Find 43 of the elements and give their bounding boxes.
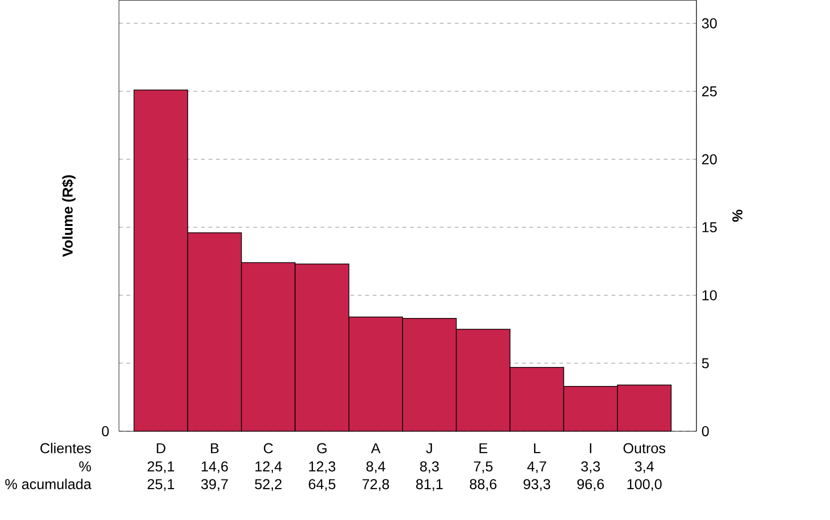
data-label: 8,3 [420, 461, 439, 474]
y2-tick-label: 5 [702, 358, 709, 368]
y2-tick-label: 25 [702, 86, 717, 96]
y2-axis-title: % [732, 210, 742, 222]
y2-tick-label: 20 [702, 154, 717, 164]
data-label: 12,4 [255, 461, 282, 474]
x-tick-label: G [317, 443, 326, 454]
x-tick-label: B [210, 443, 219, 454]
data-label: 3,3 [581, 461, 600, 474]
text: 93,3 [524, 479, 550, 491]
text: 81,1 [416, 479, 443, 491]
text: % acumulada [5, 478, 92, 490]
data-label: 12,3 [309, 461, 336, 474]
text: 88,6 [470, 479, 496, 491]
y-axis-title: Volume (R$) [62, 175, 76, 257]
x-tick-label: I [590, 443, 592, 454]
x-axis-title: Clientes [40, 442, 91, 454]
x-tick-label: D [156, 443, 166, 454]
y2-tick-label: 10 [702, 290, 717, 300]
data-label: 14,6 [202, 461, 228, 474]
data-label: 8,4 [366, 461, 386, 474]
text: % [79, 461, 91, 472]
x-tick-label: J [426, 443, 432, 454]
x-tick-label: C [264, 443, 273, 454]
data-label: 25,1 [148, 461, 174, 474]
text: 100,0 [628, 479, 662, 491]
x-tick-label: A [370, 443, 380, 454]
y2-tick-label: 0 [702, 426, 709, 436]
text: 25,1 [148, 479, 174, 491]
text: 72,8 [362, 479, 390, 491]
x-tick-label: Outros [624, 443, 666, 454]
text: 96,6 [577, 479, 604, 491]
text: 0 [102, 426, 109, 436]
data-label: 7,5 [474, 462, 492, 474]
text: 39,7 [201, 479, 228, 491]
x-tick-label: L [534, 443, 540, 454]
x-tick-label: E [480, 443, 488, 454]
text: 64,5 [308, 479, 336, 491]
y2-tick-label: 15 [702, 222, 717, 232]
data-label: 3,4 [634, 461, 654, 474]
data-label: 4,7 [527, 462, 546, 474]
text: 52,2 [254, 479, 282, 491]
y2-tick-label: 30 [702, 18, 717, 28]
